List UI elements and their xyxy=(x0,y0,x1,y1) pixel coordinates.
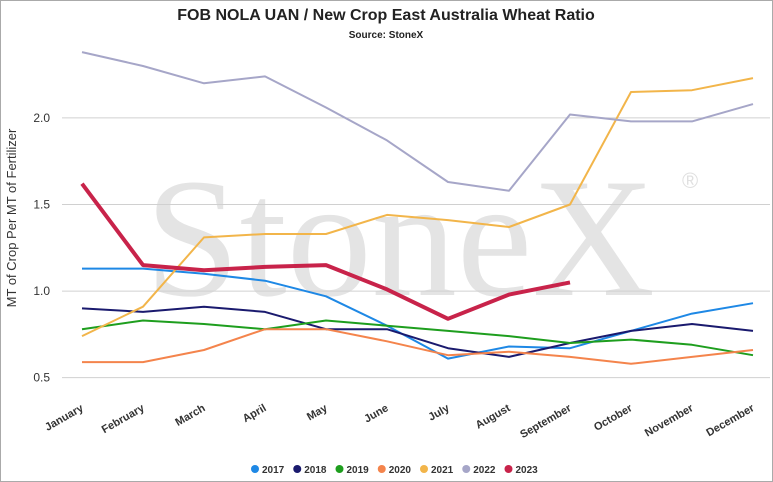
legend-label: 2021 xyxy=(431,465,454,476)
watermark-symbol: ® xyxy=(682,168,698,193)
y-axis-label: MT of Crop Per MT of Fertilizer xyxy=(4,128,19,307)
series-line xyxy=(82,328,754,365)
legend-swatch xyxy=(462,465,471,473)
legend-label: 2018 xyxy=(304,465,327,476)
chart-title: FOB NOLA UAN / New Crop East Australia W… xyxy=(177,7,595,24)
legend-label: 2023 xyxy=(516,465,539,476)
series-line xyxy=(82,267,754,360)
legend-swatch xyxy=(420,465,428,473)
legend: 2017 2018 2019 2020 2021 2022 2023 xyxy=(251,465,538,476)
y-tick-label: 0.5 xyxy=(33,371,50,385)
legend-swatch xyxy=(293,465,302,473)
series-line xyxy=(81,77,754,338)
watermark: StoneX xyxy=(145,144,655,332)
y-tick-label: 1.5 xyxy=(33,198,50,212)
series-line xyxy=(81,51,754,192)
series-line xyxy=(81,305,754,358)
legend-swatch xyxy=(377,465,386,473)
legend-label: 2017 xyxy=(262,465,285,476)
legend-swatch xyxy=(251,465,259,473)
chart-subtitle: Source: StoneX xyxy=(349,30,424,41)
legend-label: 2019 xyxy=(347,465,370,476)
legend-swatch xyxy=(504,465,513,473)
y-tick-label: 2.0 xyxy=(33,111,50,125)
series-line xyxy=(80,182,571,321)
series-line xyxy=(81,319,754,357)
y-tick-label: 1.0 xyxy=(33,284,50,298)
legend-label: 2022 xyxy=(473,465,496,476)
legend-swatch xyxy=(335,465,344,473)
legend-label: 2020 xyxy=(389,465,412,476)
